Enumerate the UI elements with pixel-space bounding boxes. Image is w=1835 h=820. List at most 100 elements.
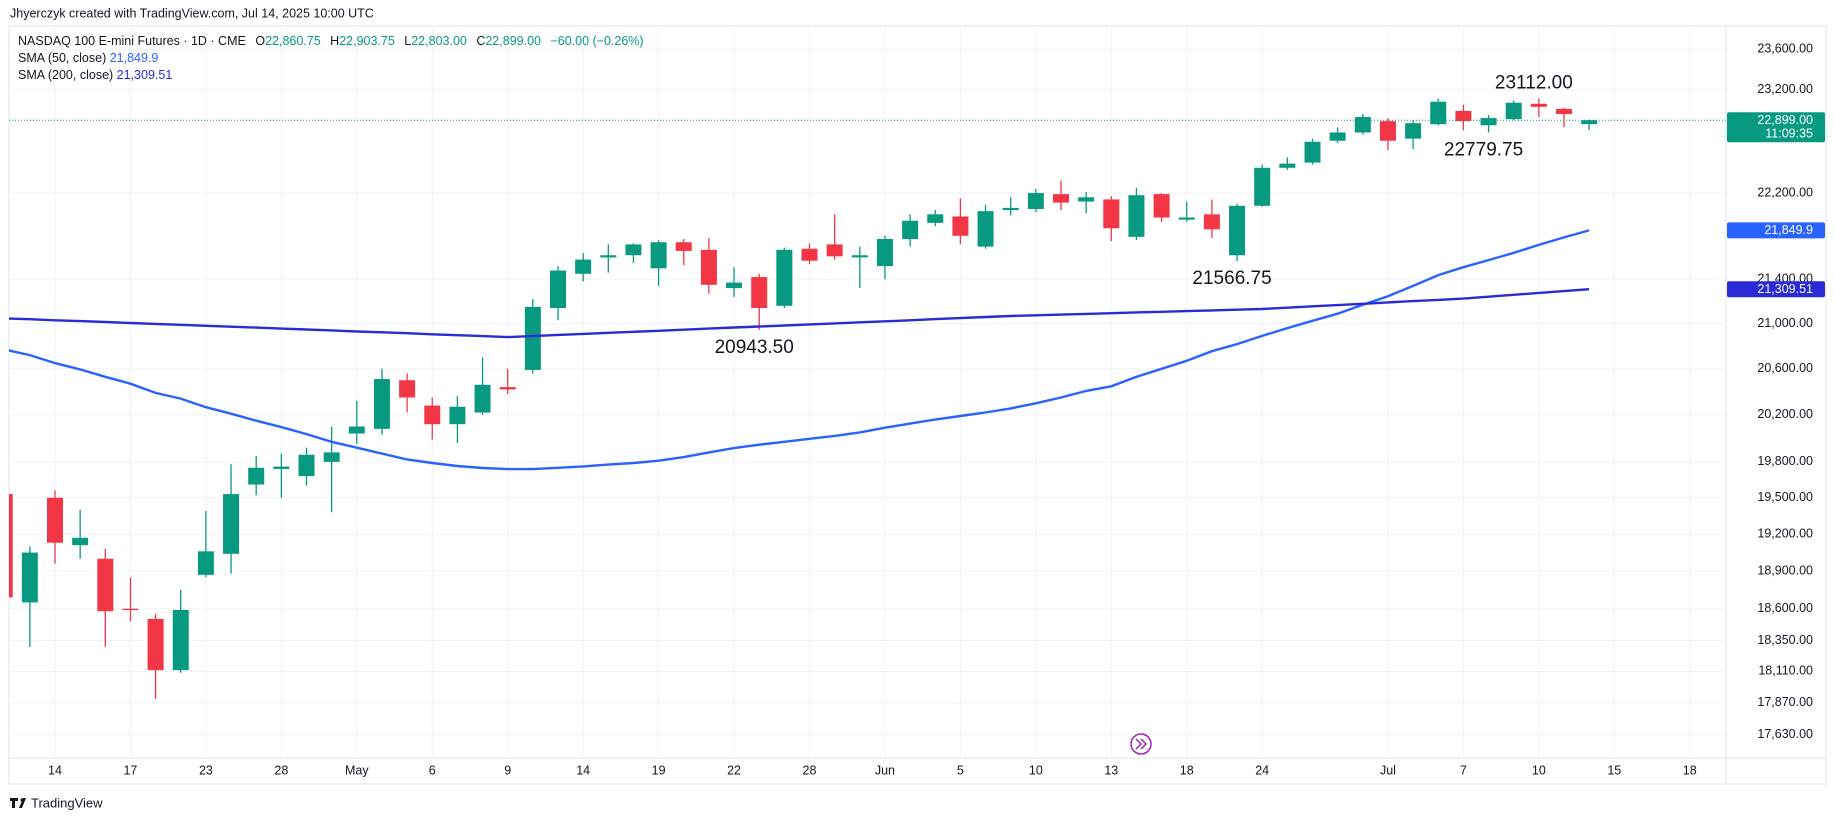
candle-body [550, 270, 566, 308]
candle-body [97, 558, 114, 612]
scroll-to-realtime-button[interactable] [1130, 733, 1152, 755]
change: −60.00 (−0.26%) [550, 34, 644, 48]
candle-body [1254, 167, 1271, 206]
candle-body [197, 551, 214, 575]
candle-body [1530, 103, 1547, 107]
x-tick-label: 24 [1255, 763, 1269, 777]
price-label: 21,849.9 [1764, 223, 1813, 237]
bar-countdown: 11:09:35 [1765, 127, 1813, 141]
candle-body [625, 244, 642, 256]
y-tick-label: 17,630.00 [1757, 727, 1813, 741]
y-tick-label: 18,900.00 [1757, 563, 1813, 577]
candle-body [826, 244, 843, 257]
ohlc-value: 22,903.75 [339, 34, 395, 48]
x-tick-label: 28 [274, 763, 288, 777]
candle-body [348, 426, 365, 434]
candle-body [1581, 120, 1598, 125]
candle-body [223, 494, 240, 554]
x-tick-label: 17 [123, 763, 137, 777]
candle-body [902, 220, 919, 240]
ohlc-key: O [255, 34, 266, 48]
x-tick-label: May [345, 763, 369, 777]
candle-body [1078, 197, 1095, 202]
candle-body [876, 239, 893, 267]
current-price-box [1727, 112, 1825, 143]
y-tick-label: 20,600.00 [1757, 361, 1813, 375]
y-tick-label: 18,600.00 [1757, 601, 1813, 615]
price-label-box [1727, 281, 1825, 298]
candle-body [248, 467, 265, 485]
candle-body [1354, 117, 1371, 133]
x-tick-label: 9 [504, 763, 511, 777]
candle-body [726, 282, 743, 289]
tradingview-logo [10, 798, 26, 808]
x-tick-label: 13 [1104, 763, 1118, 777]
indicator-name: SMA (200, close) [18, 68, 114, 82]
high-annotation: 23112.00 [1495, 72, 1573, 93]
candle-body [801, 248, 818, 261]
y-tick-label: 23,200.00 [1757, 82, 1813, 96]
candle-body [9, 494, 13, 598]
sma-line [9, 288, 1590, 339]
symbol: NASDAQ 100 E-mini Futures · 1D · CME [18, 34, 246, 48]
chart-title: Jhyerczyk created with TradingView.com, … [10, 6, 374, 20]
chart-frame [8, 25, 1827, 785]
y-tick-label: 19,800.00 [1757, 454, 1813, 468]
candle-body [298, 454, 315, 477]
candle-body [1379, 121, 1396, 141]
x-tick-label: 10 [1532, 763, 1546, 777]
x-tick-label: 14 [576, 763, 590, 777]
candle-body [399, 380, 416, 398]
candle-body [1329, 132, 1346, 141]
y-tick-label: 17,870.00 [1757, 695, 1813, 709]
footer-brand: TradingView [31, 795, 103, 810]
candle-body [600, 255, 617, 258]
candle-body [499, 387, 516, 390]
candle-body [1178, 217, 1195, 220]
x-tick-label: 19 [652, 763, 666, 777]
candle-body [751, 277, 768, 308]
legend: NASDAQ 100 E-mini Futures · 1D · CME O22… [18, 33, 644, 84]
x-tick-label: 5 [957, 763, 964, 777]
ohlc-value: 22,860.75 [265, 34, 321, 48]
ohlc-value: 22,899.00 [485, 34, 541, 48]
low-annotation: 21566.75 [1192, 268, 1271, 289]
candle-body [1279, 163, 1296, 168]
candle-body [72, 537, 89, 546]
candle-body [474, 384, 491, 413]
candle-body [1304, 141, 1321, 163]
indicator-row: SMA (50, close) 21,849.9 [18, 50, 644, 67]
sma-line [9, 229, 1590, 471]
indicator-value: 21,849.9 [109, 51, 159, 65]
y-tick-label: 22,200.00 [1757, 185, 1813, 199]
ohlc-value: 22,803.00 [411, 34, 467, 48]
candle-body [1480, 118, 1497, 126]
price-label-box [1727, 222, 1825, 239]
candle-body [524, 306, 541, 370]
candle-body [952, 216, 969, 236]
candle-body [1203, 214, 1220, 230]
candle-body [323, 452, 340, 462]
y-tick-label: 18,350.00 [1757, 633, 1813, 647]
candle-body [1556, 108, 1572, 115]
candle-body [700, 249, 717, 285]
x-tick-label: Jun [875, 763, 895, 777]
x-tick-label: 15 [1607, 763, 1621, 777]
candle-body [449, 406, 466, 425]
low-annotation: 22779.75 [1444, 140, 1523, 161]
candle-body [575, 259, 592, 274]
ohlc-key: L [404, 34, 412, 48]
ohlc-key: C [476, 34, 486, 48]
low-annotation: 20943.50 [715, 337, 794, 358]
y-tick-label: 19,200.00 [1757, 526, 1813, 540]
current-price-label: 22,899.00 [1757, 113, 1813, 127]
candle-body [1027, 193, 1044, 209]
x-tick-label: 18 [1180, 763, 1194, 777]
candle-body [21, 552, 38, 603]
candle-body [1128, 195, 1145, 237]
candle-body [1229, 205, 1246, 256]
candle-body [1153, 194, 1170, 218]
candle-body [1505, 102, 1522, 120]
candle-body [424, 405, 441, 425]
y-tick-label: 21,000.00 [1757, 316, 1813, 330]
